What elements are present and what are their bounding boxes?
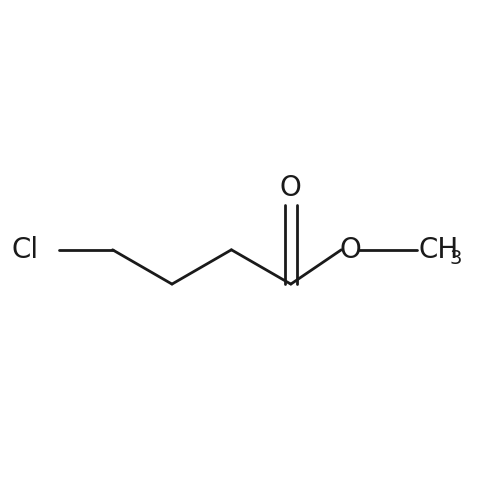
Text: O: O (339, 236, 361, 264)
Text: 3: 3 (449, 249, 461, 268)
Text: CH: CH (419, 236, 459, 264)
Text: Cl: Cl (11, 236, 38, 264)
Text: O: O (280, 174, 302, 202)
